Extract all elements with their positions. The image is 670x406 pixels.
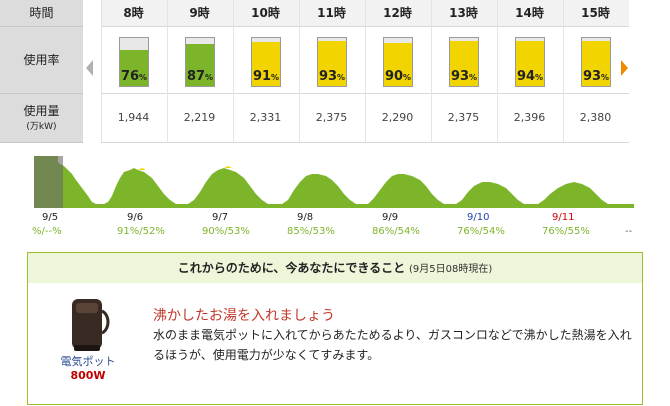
usage-rate-value: 93%: [318, 69, 346, 84]
usage-bar-fill: [186, 44, 214, 86]
hour-label: 13時: [449, 6, 478, 20]
usage-amount-label-cell: 使用量 (万kW): [0, 94, 83, 143]
usage-bar-fill: [384, 42, 412, 86]
usage-rate-number: 93: [450, 69, 470, 84]
usage-amount-value: 1,944: [117, 111, 150, 124]
tip-panel: これからのために、今あなたにできること (9月5日08時現在) 電気ポット 80…: [27, 252, 643, 405]
hour-label: 14時: [515, 6, 544, 20]
usage-rate-value: 91%: [252, 69, 280, 84]
product-name: 電気ポット: [60, 355, 116, 368]
usage-rate-value: 93%: [582, 69, 610, 84]
usage-bar: 90%: [383, 37, 413, 87]
day-date[interactable]: 9/7: [212, 212, 229, 223]
usage-amount-value: 2,290: [381, 111, 414, 124]
percent-unit: %: [403, 73, 412, 82]
tip-as-of: (9月5日08時現在): [408, 264, 493, 275]
tip-heading-bar: これからのために、今あなたにできること (9月5日08時現在): [28, 253, 642, 283]
usage-bar-fill: [120, 49, 148, 86]
day-rate: 85%/53%: [287, 226, 335, 237]
day-rate: 91%/52%: [117, 226, 165, 237]
usage-bar: 93%: [317, 37, 347, 87]
hour-label: 8時: [123, 6, 144, 20]
usage-bar-fill: [318, 41, 346, 86]
column-divider: [431, 0, 432, 142]
day-rate: 76%/55%: [542, 226, 590, 237]
day-rate: 90%/53%: [202, 226, 250, 237]
usage-bar: 76%: [119, 37, 149, 87]
usage-rate-number: 76: [120, 69, 140, 84]
product-watt: 800W: [70, 369, 106, 382]
usage-bar: 94%: [515, 37, 545, 87]
tip-body: 水のまま電気ポットに入れてからあたためるより、ガスコンロなどで沸かした熱湯を入れ…: [153, 328, 632, 362]
percent-unit: %: [469, 73, 478, 82]
hour-label: 11時: [317, 6, 346, 20]
column-divider: [233, 0, 234, 142]
usage-rate-number: 87: [186, 69, 206, 84]
usage-bar-fill: [450, 41, 478, 86]
hour-label: 15時: [581, 6, 610, 20]
percent-unit: %: [139, 73, 148, 82]
tip-title: 沸かしたお湯を入れましょう: [153, 308, 335, 324]
usage-rate-number: 91: [252, 69, 272, 84]
usage-rate-value: 87%: [186, 69, 214, 84]
usage-rate-value: 94%: [516, 69, 544, 84]
usage-rate-number: 94: [516, 69, 536, 84]
hour-label: 10時: [251, 6, 280, 20]
column-divider: [365, 0, 366, 142]
scroll-left-icon[interactable]: [86, 60, 93, 76]
week-usage-wave: [34, 156, 634, 208]
day-rate-trailing: --: [625, 226, 633, 237]
usage-rate-value: 93%: [450, 69, 478, 84]
usage-unit-label: (万kW): [26, 122, 57, 132]
usage-amount-value: 2,380: [579, 111, 612, 124]
usage-bar-fill: [252, 42, 280, 86]
usage-rate-number: 93: [318, 69, 338, 84]
usage-bar-fill: [516, 40, 544, 86]
usage-bar: 91%: [251, 37, 281, 87]
column-divider: [167, 0, 168, 142]
day-date[interactable]: 9/5: [42, 212, 59, 223]
tip-heading: これからのために、今あなたにできること: [177, 261, 406, 275]
day-date[interactable]: 9/6: [127, 212, 144, 223]
usage-rate-value: 76%: [120, 69, 148, 84]
usage-bar-fill: [582, 41, 610, 86]
time-label: 時間: [0, 0, 83, 27]
usage-bar: 93%: [581, 37, 611, 87]
usage-amount-value: 2,396: [513, 111, 546, 124]
percent-unit: %: [205, 73, 214, 82]
usage-amount-label: 使用量: [23, 104, 60, 118]
column-divider: [497, 0, 498, 142]
usage-amount-value: 2,375: [315, 111, 348, 124]
percent-unit: %: [337, 73, 346, 82]
day-rate: 86%/54%: [372, 226, 420, 237]
usage-amount-value: 2,375: [447, 111, 480, 124]
day-rate: 76%/54%: [457, 226, 505, 237]
day-date[interactable]: 9/9: [382, 212, 399, 223]
usage-bar: 93%: [449, 37, 479, 87]
percent-unit: %: [601, 73, 610, 82]
usage-rate-number: 93: [582, 69, 602, 84]
usage-amount-value: 2,331: [249, 111, 282, 124]
usage-rate-label: 使用率: [0, 27, 83, 94]
day-rate: %/--%: [32, 226, 62, 237]
percent-unit: %: [535, 73, 544, 82]
column-divider: [101, 0, 102, 142]
electric-pot-icon: [72, 299, 110, 351]
day-date[interactable]: 9/8: [297, 212, 314, 223]
hour-label: 12時: [383, 6, 412, 20]
hour-label: 9時: [189, 6, 210, 20]
usage-rate-number: 90: [384, 69, 404, 84]
usage-bar: 87%: [185, 37, 215, 87]
column-divider: [299, 0, 300, 142]
day-date[interactable]: 9/10: [467, 212, 490, 223]
day-date[interactable]: 9/11: [552, 212, 575, 223]
column-divider: [563, 0, 564, 142]
scroll-right-icon[interactable]: [621, 60, 628, 76]
usage-amount-value: 2,219: [183, 111, 216, 124]
percent-unit: %: [271, 73, 280, 82]
usage-rate-value: 90%: [384, 69, 412, 84]
